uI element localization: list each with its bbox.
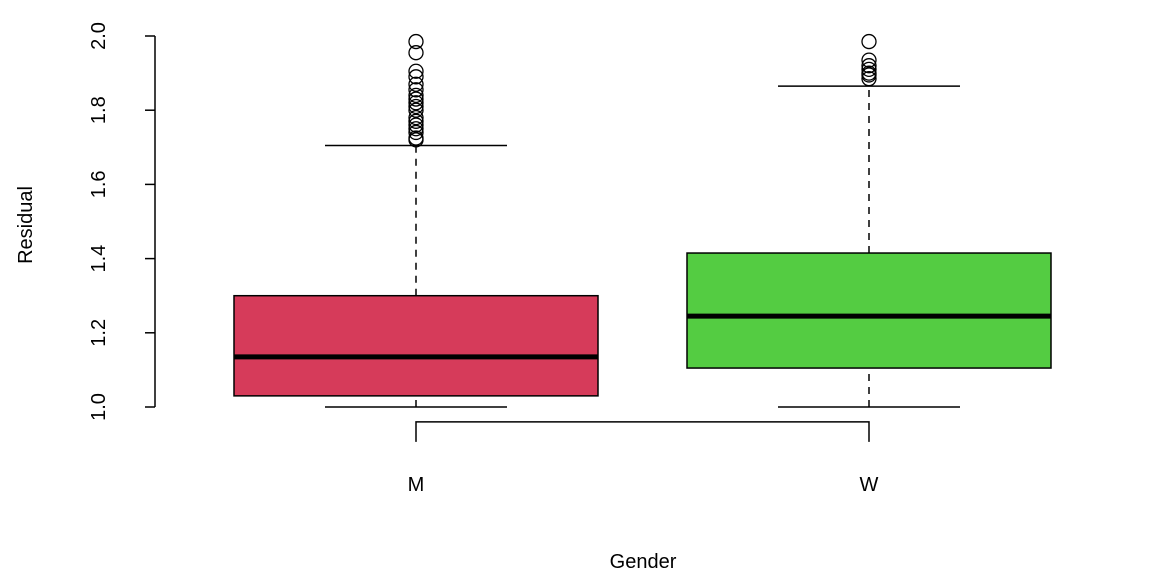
outlier-point [408,33,424,50]
outlier-point [861,61,877,78]
iqr-box [686,252,1052,369]
outlier-point [861,71,877,87]
y-tick-label: 1.6 [88,170,110,198]
y-tick-label: 2.0 [88,22,110,50]
outlier-point [408,82,424,98]
outlier-point [408,102,424,118]
y-tick-label: 1.2 [88,319,110,347]
outlier-point [408,87,424,104]
outlier-point [408,132,424,148]
outlier-point [408,45,424,61]
outlier-point [861,58,877,74]
box-w [686,33,1052,408]
outlier-point [408,98,424,115]
outlier-point [408,63,424,79]
x-tick-label-w: W [860,474,879,496]
outlier-point [408,76,424,92]
comparison-bracket-layer [415,421,870,442]
outlier-point [408,124,424,141]
x-tick-label-m: M [408,474,425,496]
box-m [233,33,599,408]
outlier-point [861,33,877,50]
outlier-point [408,121,424,137]
y-tick-label: 1.8 [88,96,110,124]
outlier-point [408,113,424,129]
outlier-point [861,67,877,83]
y-tick-label: 1.4 [88,245,110,273]
outlier-point [408,109,424,126]
outlier-point [861,52,877,68]
y-axis: 1.0 1.2 1.4 1.6 1.8 2.0 [88,22,156,421]
x-axis-label: Gender [610,551,677,573]
outlier-point [408,91,424,107]
boxes-layer [233,33,1052,408]
outlier-point [408,117,424,133]
comparison-bracket [415,421,870,442]
y-tick-label: 1.0 [88,393,110,421]
outlier-point [408,95,424,111]
iqr-box [233,294,599,397]
y-axis-label: Residual [15,186,37,264]
outlier-point [408,69,424,85]
